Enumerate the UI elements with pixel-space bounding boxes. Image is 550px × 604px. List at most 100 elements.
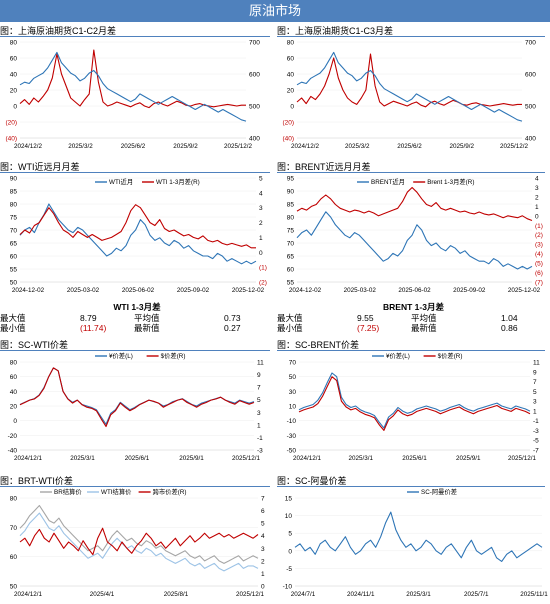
y-right-tick-label: 400: [249, 136, 260, 143]
y-left-tick-label: 20: [10, 88, 18, 95]
stats-row: 最小值 (7.25) 最新值 0.86: [277, 323, 550, 333]
y-right-tick-label: (3): [535, 242, 543, 249]
y-right-tick-label: (7): [535, 280, 543, 287]
panel-wti-spread: 图：WTI近远月月差 90 85 80 75 70 65 60 55 50 5 4 3 2 1 0 (1) (2…: [0, 160, 274, 300]
x-tick-label: 2025/9/1: [456, 455, 481, 462]
y-left-tick-label: 95: [287, 176, 295, 183]
y-right-tick-label: 2: [261, 558, 265, 565]
legend-label: WTI结算价: [101, 487, 132, 496]
chart-title-sc-brent: 图：SC-BRENT价差: [277, 338, 545, 351]
y-left-tick-label: 40: [10, 72, 18, 79]
x-tick-label: 2025/11/1: [520, 591, 548, 598]
y-right-tick-label: -3: [533, 428, 539, 435]
x-tick-label: 2024/12/2: [291, 143, 320, 150]
y-right-tick-label: 1: [257, 422, 261, 429]
y-left-tick-label: -5: [286, 566, 292, 573]
series-line-1: [19, 512, 259, 572]
stat-value: 1.04: [501, 313, 518, 323]
series-line-0: [19, 49, 246, 109]
x-tick-label: 2025/9/2: [173, 143, 198, 150]
chart-title-brt-wti: 图：BRT-WTI价差: [0, 474, 270, 487]
x-tick-label: 2025/6/2: [397, 143, 422, 150]
y-left-tick-label: (20): [282, 120, 294, 127]
y-left-tick-label: 65: [287, 254, 295, 261]
x-tick-label: 2025-09-02: [177, 287, 210, 294]
x-tick-label: 2025/6/1: [402, 455, 427, 462]
panel-sc-wti: 图：SC-WTI价差 80 60 40 20 0 -20 -40 11 9 7 5 3 1 -1 -3 202…: [0, 338, 274, 468]
legend-label: WTI近月: [109, 177, 133, 186]
y-right-tick-label: 9: [533, 369, 537, 376]
series-line-0: [19, 203, 257, 265]
y-right-tick-label: 0: [259, 250, 263, 257]
series-line-1: [296, 186, 533, 222]
x-tick-label: 2025-12-02: [232, 287, 265, 294]
x-tick-label: 2025/12/2: [500, 143, 529, 150]
y-left-tick-label: 10: [285, 513, 293, 520]
y-left-tick-label: 75: [287, 228, 295, 235]
y-right-tick-label: 500: [525, 104, 536, 111]
series-line-1: [19, 204, 256, 249]
stat-label: 最新值: [134, 323, 160, 333]
y-left-tick-label: 50: [289, 374, 297, 381]
y-right-tick-label: -1: [533, 418, 539, 425]
panel-sc-c1c3: 图：上海原油期货C1-C3月差 80 60 40 20 0 (20) (40) 700 600 5…: [277, 24, 550, 156]
y-left-tick-label: 0: [290, 104, 294, 111]
y-left-tick-label: 80: [287, 40, 295, 47]
y-right-tick-label: 11: [533, 360, 540, 367]
y-right-tick-label: 3: [259, 205, 263, 212]
x-tick-label: 2024/12/1: [14, 591, 43, 598]
y-right-tick-label: 7: [257, 385, 261, 392]
x-tick-label: 2025-03-02: [344, 287, 377, 294]
y-left-tick-label: 70: [287, 241, 295, 248]
y-right-tick-label: 7: [261, 496, 265, 503]
y-left-tick-label: (40): [282, 136, 294, 143]
y-right-tick-label: -1: [257, 435, 263, 442]
y-left-tick-label: -30: [287, 433, 297, 440]
x-tick-label: 2025/3/1: [70, 455, 95, 462]
series-line-0: [19, 367, 255, 425]
y-left-tick-label: 80: [10, 496, 18, 503]
y-right-tick-label: 500: [249, 104, 260, 111]
x-tick-label: 2024/12/1: [293, 455, 322, 462]
panel-sc-c1c2: 图：上海原油期货C1-C2月差 80 60 40 20 0 (20) (40) 700 600 5…: [0, 24, 274, 156]
x-tick-label: 2024/12/1: [14, 455, 43, 462]
series-line-0: [296, 53, 522, 108]
legend-label: 跨市价差(R): [153, 487, 187, 496]
x-tick-label: 2025/9/2: [449, 143, 474, 150]
x-tick-label: 2025/7/1: [464, 591, 489, 598]
legend-label: ¥价差(L): [386, 351, 410, 360]
panel-sc-oman: 图：SC-阿曼价差 15 10 5 0 -5 -10 2024/7/1 2024/11/1 20…: [277, 474, 550, 604]
legend-label: BR结算价: [54, 487, 82, 496]
x-tick-label: 2025-03-02: [67, 287, 100, 294]
x-tick-label: 2025-06-02: [398, 287, 431, 294]
x-tick-label: 2025/3/2: [345, 143, 370, 150]
y-left-tick-label: 80: [287, 215, 295, 222]
panel-sc-brent: 图：SC-BRENT价差 70 50 30 10 -10 -30 -50 11 9 7 5 3 1 -1 -…: [277, 338, 550, 468]
stat-value: (7.25): [357, 323, 380, 333]
stat-value: 0.73: [224, 313, 241, 323]
y-right-tick-label: 4: [261, 533, 265, 540]
panel-brent-spread: 图：BRENT近远月月差 95 90 85 80 75 70 65 60 55 4 3 2 1 0 (1) (…: [277, 160, 550, 300]
stat-value: 0.27: [224, 323, 241, 333]
y-right-tick-label: 5: [261, 521, 265, 528]
y-right-tick-label: (6): [535, 270, 543, 277]
y-right-tick-label: (1): [259, 265, 267, 272]
series-line-2: [19, 527, 259, 556]
y-left-tick-label: 10: [289, 404, 297, 411]
stats-wti: WTI 1-3月差 最大值 8.79 平均值 0.73 最小值 (11.74) …: [0, 302, 274, 333]
x-tick-label: 2025/4/1: [90, 591, 115, 598]
y-right-tick-label: (4): [535, 251, 543, 258]
y-left-tick-label: 80: [10, 360, 18, 367]
y-right-tick-label: 5: [257, 397, 261, 404]
chart-title-sc-oman: 图：SC-阿曼价差: [277, 474, 545, 487]
x-tick-label: 2025/9/1: [179, 455, 204, 462]
chart-title-sc-c1c2: 图：上海原油期货C1-C2月差: [0, 24, 270, 37]
y-right-tick-label: 600: [249, 72, 260, 79]
y-left-tick-label: 80: [10, 202, 18, 209]
series-line-0: [19, 504, 259, 564]
y-left-tick-label: 55: [287, 280, 295, 287]
y-right-tick-label: (5): [535, 261, 543, 268]
y-left-tick-label: 20: [287, 88, 295, 95]
y-left-tick-label: 40: [10, 389, 18, 396]
chart-title-sc-c1c3: 图：上海原油期货C1-C3月差: [277, 24, 545, 37]
